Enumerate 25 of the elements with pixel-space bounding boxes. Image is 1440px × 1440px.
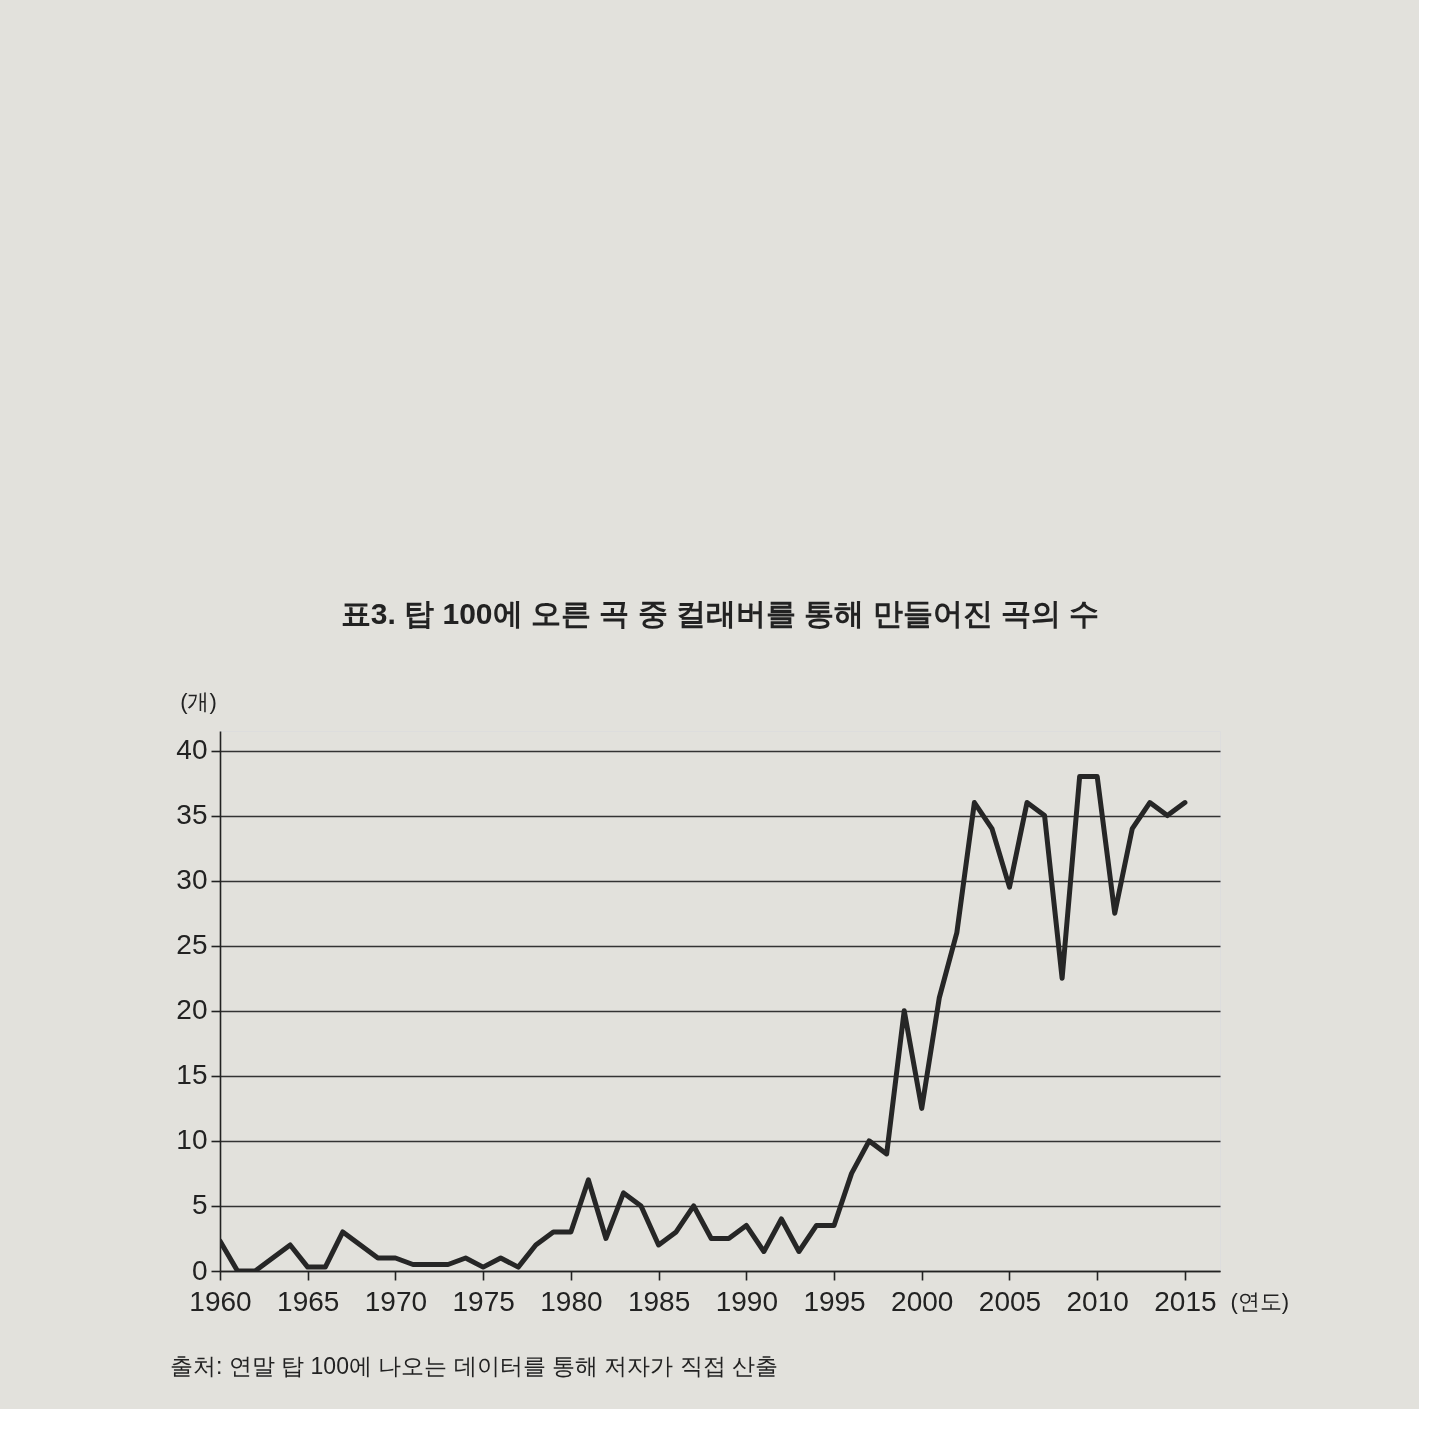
y-tick-label: 10 [176,1124,208,1156]
y-tick-label: 15 [176,1059,208,1091]
x-tick-label: 1995 [803,1285,866,1317]
x-tick-label: 2000 [891,1285,954,1317]
y-tick-label: 0 [191,1254,208,1286]
x-tick-label: 1990 [715,1285,778,1317]
x-tick-label: 1985 [627,1285,691,1317]
x-tick-label: 1980 [540,1285,603,1317]
y-tick-label: 25 [176,929,208,961]
y-tick-label: 40 [176,734,208,766]
y-tick-label: 30 [176,864,208,896]
x-tick-label: 1970 [364,1285,428,1317]
x-tick-label: 1975 [452,1285,515,1317]
x-tick-label: 1960 [189,1285,252,1317]
x-axis-title: (연도) [1230,1288,1290,1314]
y-tick-label: 5 [191,1189,208,1221]
source-note: 출처: 연말 탑 100에 나오는 데이터를 통해 저자가 직접 산출 [170,1353,779,1379]
y-tick-label: 35 [176,799,208,831]
x-tick-label: 2010 [1066,1285,1129,1317]
y-tick-label: 20 [176,994,208,1026]
y-axis-title: (개) [180,688,217,714]
chart-title: 표3. 탑 100에 오른 곡 중 컬래버를 통해 만들어진 곡의 수 [340,597,1100,630]
x-tick-label: 2015 [1154,1285,1217,1317]
x-tick-label: 1965 [277,1285,340,1317]
x-tick-label: 2005 [978,1285,1042,1317]
